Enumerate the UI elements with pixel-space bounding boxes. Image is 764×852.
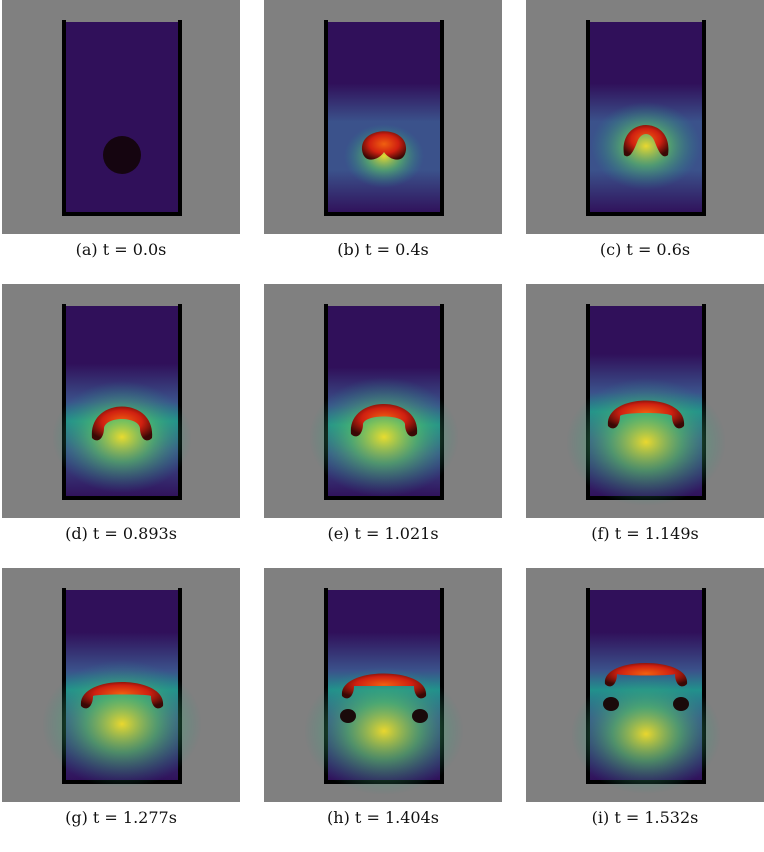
panel-caption: (h) t = 1.404s: [327, 808, 439, 827]
simulation-image: [264, 0, 502, 234]
panel-d: (d) t = 0.893s: [2, 284, 240, 568]
tank-walls: [62, 304, 182, 500]
simulation-image: [526, 568, 764, 802]
bubble-fragment: [340, 709, 356, 723]
panel-g: (g) t = 1.277s: [2, 568, 240, 852]
simulation-image: [2, 0, 240, 234]
panel-a: (a) t = 0.0s: [2, 0, 240, 284]
bubble: [341, 673, 427, 699]
bubble-fragment: [603, 697, 619, 711]
panel-e: (e) t = 1.021s: [264, 284, 502, 568]
bubble: [103, 136, 141, 174]
panel-caption: (f) t = 1.149s: [591, 524, 699, 543]
bubble: [623, 125, 669, 157]
simulation-image: [2, 568, 240, 802]
panel-caption: (a) t = 0.0s: [75, 240, 167, 259]
fluid-region: [64, 22, 180, 214]
simulation-image: [264, 284, 502, 518]
shear-glow: [571, 674, 721, 794]
bubble: [350, 404, 418, 437]
bubble: [607, 400, 685, 429]
simulation-image: [2, 284, 240, 518]
panel-caption: (d) t = 0.893s: [65, 524, 177, 543]
shear-glow: [591, 102, 701, 190]
panel-caption: (e) t = 1.021s: [327, 524, 439, 543]
bubble: [91, 406, 153, 441]
tank-walls: [586, 20, 706, 216]
panel-b: (b) t = 0.4s: [264, 0, 502, 284]
panel-h: (h) t = 1.404s: [264, 568, 502, 852]
panel-caption: (c) t = 0.6s: [599, 240, 691, 259]
tank-walls: [62, 20, 182, 216]
panel-caption: (b) t = 0.4s: [337, 240, 429, 259]
simulation-image: [264, 568, 502, 802]
shear-glow: [309, 377, 459, 497]
bubble-fragment: [412, 709, 428, 723]
panel-c: (c) t = 0.6s: [526, 0, 764, 284]
shear-glow: [304, 667, 464, 795]
shear-glow: [42, 660, 202, 788]
simulation-image: [526, 0, 764, 234]
shear-glow: [566, 378, 726, 506]
bubble-fragment: [673, 697, 689, 711]
tank-walls: [324, 20, 444, 216]
panel-i: (i) t = 1.532s: [526, 568, 764, 852]
panel-caption: (g) t = 1.277s: [65, 808, 177, 827]
shear-glow: [344, 124, 424, 188]
bubble: [80, 682, 164, 709]
bubble: [604, 663, 688, 687]
panel-f: (f) t = 1.149s: [526, 284, 764, 568]
simulation-image: [526, 284, 764, 518]
bubble: [361, 131, 407, 160]
shear-glow: [52, 381, 192, 493]
panel-caption: (i) t = 1.532s: [591, 808, 699, 827]
